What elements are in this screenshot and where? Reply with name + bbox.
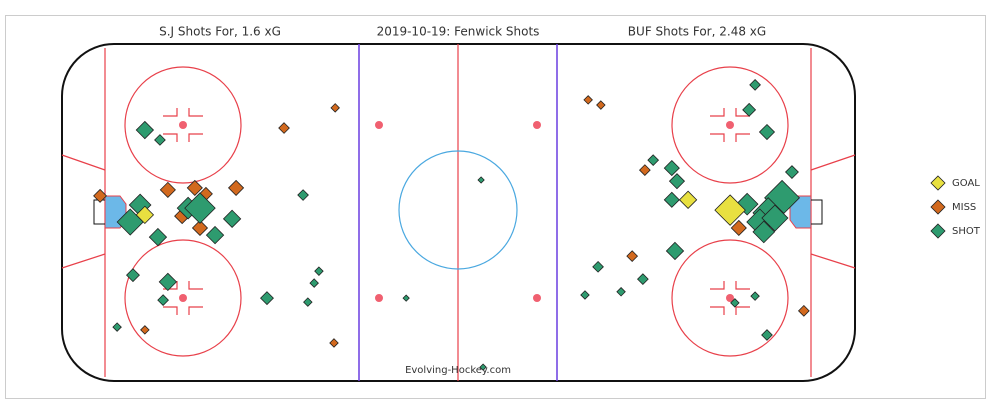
shot-marker: [638, 164, 651, 176]
shot-marker: [752, 220, 776, 244]
board-lines: [61, 154, 856, 269]
shot-marker: [758, 123, 776, 141]
shot-marker: [222, 209, 242, 229]
legend-label: GOAL: [952, 178, 980, 189]
shot-marker: [330, 103, 340, 113]
shot-marker: [157, 294, 169, 306]
shot-marker: [663, 191, 680, 208]
shot-marker: [303, 297, 313, 307]
legend-marker: [930, 223, 946, 239]
shot-marker: [126, 268, 140, 283]
shot-marker: [479, 363, 487, 371]
shot-marker: [184, 192, 216, 224]
shot-marker: [260, 291, 274, 306]
shot-marker: [730, 219, 747, 237]
shot-marker: [665, 241, 685, 261]
faceoff-circle: [124, 239, 242, 357]
shot-marker: [616, 287, 626, 297]
shot-marker: [148, 227, 168, 247]
net: [811, 199, 823, 225]
shot-marker: [191, 219, 209, 237]
shot-marker: [637, 273, 649, 285]
shot-marker: [678, 190, 698, 209]
legend-label: MISS: [952, 202, 976, 213]
shot-marker: [750, 291, 760, 301]
shot-marker: [668, 173, 686, 190]
shot-marker: [797, 304, 810, 317]
shot-marker: [583, 95, 593, 105]
shot-marker: [761, 329, 773, 341]
chart-title: 2019-10-19: Fenwick Shots: [377, 25, 540, 39]
shot-marker: [761, 204, 789, 232]
shot-marker: [742, 102, 757, 117]
legend-marker: [930, 199, 946, 215]
shot-marker: [592, 260, 604, 273]
shot-marker: [329, 338, 339, 348]
faceoff-dots: [179, 121, 734, 302]
shot-marker: [626, 250, 639, 262]
shot-marker: [297, 189, 309, 201]
shot-marker: [159, 181, 176, 198]
shot-marker: [477, 176, 485, 184]
shot-marker: [158, 272, 178, 292]
faceoff-circle: [124, 66, 242, 184]
legend-label: SHOT: [952, 226, 981, 237]
shot-marker: [140, 325, 150, 335]
shot-marker: [314, 266, 324, 276]
shot-marker: [186, 179, 203, 196]
shot-marker: [135, 120, 155, 140]
shot-marker: [730, 298, 740, 308]
shot-marker: [205, 225, 225, 245]
legend-marker: [930, 175, 946, 191]
shot-marker: [154, 134, 166, 146]
rink: [61, 43, 856, 382]
shot-marker: [278, 122, 290, 134]
right-title: BUF Shots For, 2.48 xG: [628, 25, 766, 39]
faceoff-circle: [671, 239, 789, 357]
shot-marker: [647, 154, 660, 167]
shot-marker: [309, 278, 319, 288]
shot-marker: [580, 290, 590, 300]
shot-marker: [749, 78, 761, 91]
shot-marker: [227, 179, 245, 196]
left-title: S.J Shots For, 1.6 xG: [159, 25, 281, 39]
shot-marker: [112, 322, 122, 332]
shot-marker: [402, 294, 410, 302]
shot-marker: [714, 194, 746, 226]
center-circle: [398, 150, 518, 270]
shot-marker: [135, 205, 155, 225]
shot-marker: [93, 188, 108, 203]
faceoff-circle: [671, 66, 789, 184]
hash-marks: [163, 108, 750, 315]
credit: Evolving-Hockey.com: [405, 365, 511, 376]
shot-marker: [663, 160, 680, 177]
shot-marker: [784, 165, 799, 180]
shot-marker: [596, 100, 606, 110]
